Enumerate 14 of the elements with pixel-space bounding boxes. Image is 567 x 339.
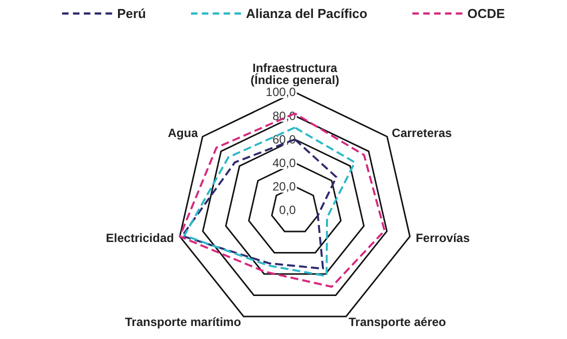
legend-label: Perú [117, 6, 146, 21]
legend-label: OCDE [467, 6, 506, 21]
y-tick-label: 20,0 [272, 180, 296, 194]
spoke-label: Transporte marítimo [125, 314, 242, 329]
spoke-label: Ferrovías [416, 230, 470, 245]
legend-label: Alianza del Pacífico [246, 6, 368, 21]
spoke-label: Electricidad [106, 230, 174, 245]
y-tick-label: 100,0 [266, 85, 296, 100]
spoke-label: Carreteras [392, 126, 452, 140]
spoke-label: Infraestructura (Índice general) [250, 61, 340, 88]
y-tick-label: 0,0 [279, 203, 296, 218]
spoke-label: Agua [168, 126, 198, 140]
y-tick-label: 40,0 [272, 156, 296, 170]
spoke-label: Transporte aéreo [348, 314, 446, 329]
